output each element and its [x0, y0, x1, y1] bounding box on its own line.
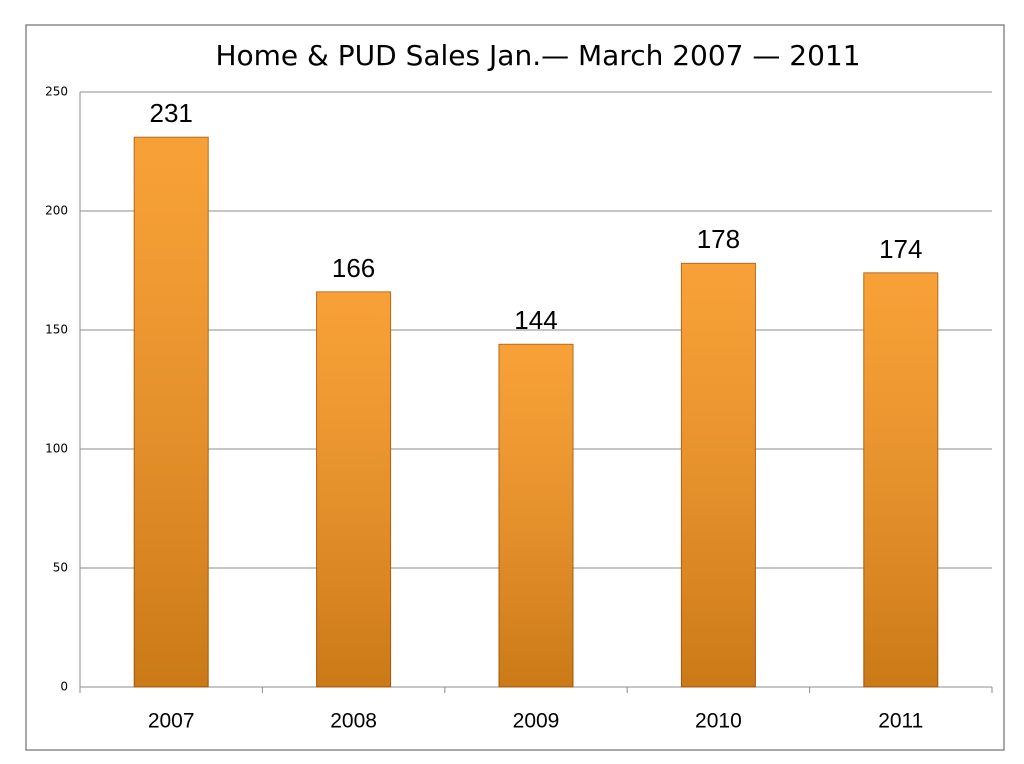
data-label: 144 — [514, 305, 557, 335]
y-tick-label: 0 — [60, 680, 68, 694]
y-tick-label: 50 — [53, 561, 68, 575]
bar — [498, 343, 574, 688]
x-tick-label: 2008 — [330, 710, 377, 733]
y-tick-label: 150 — [45, 323, 68, 337]
data-label: 178 — [697, 224, 740, 254]
x-tick-label: 2007 — [148, 710, 195, 733]
y-tick-label: 100 — [45, 442, 68, 456]
bar — [863, 272, 939, 688]
y-tick-label: 200 — [45, 204, 68, 218]
bar — [316, 291, 392, 688]
y-tick-label: 250 — [45, 85, 68, 99]
x-tick-label: 2009 — [513, 710, 560, 733]
bar — [133, 136, 209, 688]
chart-title: Home & PUD Sales Jan.— March 2007 — 2011 — [215, 39, 860, 72]
data-label: 166 — [332, 253, 375, 283]
data-label: 174 — [879, 234, 922, 264]
x-tick-label: 2011 — [878, 710, 923, 733]
data-label: 231 — [150, 98, 193, 128]
bar — [680, 262, 756, 688]
x-tick-label: 2010 — [695, 710, 742, 733]
